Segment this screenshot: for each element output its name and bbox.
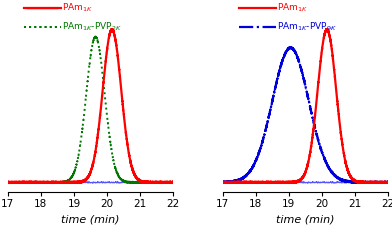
Text: PAm$_{1K}$: PAm$_{1K}$ [277,2,309,14]
X-axis label: time (min): time (min) [61,215,120,224]
Text: PAm$_{1K}$-PVP$_{9K}$: PAm$_{1K}$-PVP$_{9K}$ [277,21,337,33]
Text: PAm$_{1K}$-PVP$_{2K}$: PAm$_{1K}$-PVP$_{2K}$ [62,21,122,33]
Text: PAm$_{1K}$: PAm$_{1K}$ [62,2,93,14]
X-axis label: time (min): time (min) [276,215,335,224]
